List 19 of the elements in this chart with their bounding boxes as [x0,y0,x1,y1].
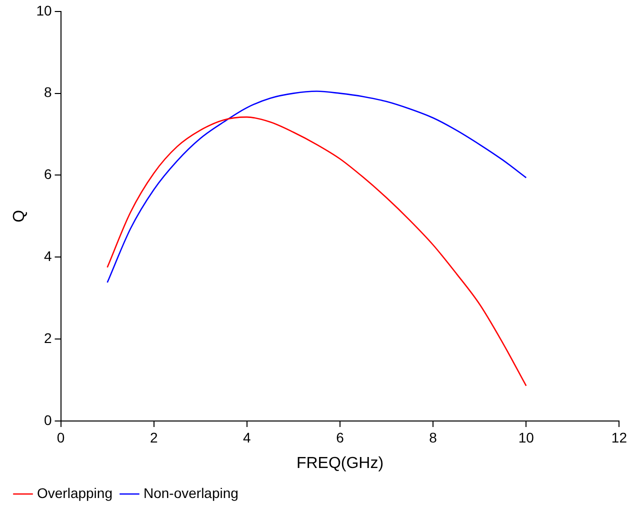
legend-label: Non-overlaping [143,484,238,501]
x-tick-label: 8 [429,429,438,446]
y-tick-label: 2 [44,330,52,346]
line-series [106,90,527,284]
x-tick-label: 10 [518,429,534,446]
x-tick-label: 4 [243,429,252,446]
x-tick-label: 2 [150,429,158,446]
legend-label: Overlapping [37,484,112,501]
y-axis-title: Q [11,210,28,222]
x-tick-label: 12 [611,429,628,446]
x-tick-label: 6 [336,429,344,446]
y-tick-label: 0 [44,412,52,428]
x-tick-label: 0 [56,429,65,446]
y-tick-label: 6 [44,166,52,182]
y-tick-label: 10 [36,2,52,18]
line-series [106,116,527,386]
x-axis-title: FREQ(GHz) [296,454,384,472]
y-tick-label: 4 [44,248,52,264]
y-tick-label: 8 [44,84,52,100]
